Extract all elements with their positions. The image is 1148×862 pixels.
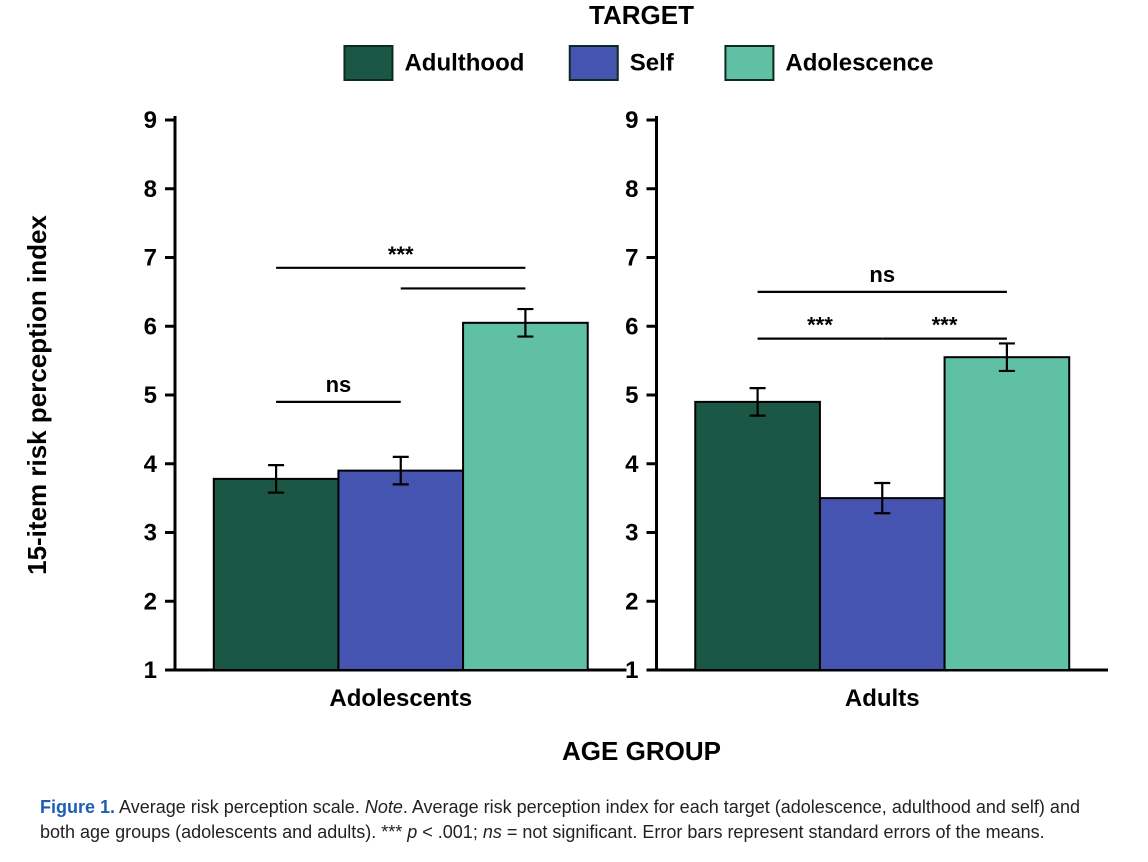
significance-label: *** xyxy=(932,313,958,338)
y-tick-label: 8 xyxy=(144,176,157,203)
panel-label: Adults xyxy=(845,685,920,712)
caption-p-rest: < .001; xyxy=(417,822,483,842)
caption-ns-rest: = not significant. Error bars represent … xyxy=(502,822,1045,842)
figure-caption: Figure 1. Average risk perception scale.… xyxy=(40,795,1108,844)
legend-label: Self xyxy=(630,49,675,76)
bar xyxy=(695,402,820,670)
bar xyxy=(820,498,945,670)
legend-swatch xyxy=(344,46,392,80)
chart-svg: TARGET Adulthood Self Adolescence 15-item ri… xyxy=(0,0,1148,780)
caption-body-1: Average risk perception scale. xyxy=(115,797,365,817)
y-tick-label: 9 xyxy=(625,107,638,134)
y-tick-label: 1 xyxy=(144,657,157,684)
y-tick-label: 6 xyxy=(144,313,157,340)
y-tick-label: 9 xyxy=(144,107,157,134)
y-axis-label: 15-item risk perception index xyxy=(22,215,52,575)
caption-note-word: Note xyxy=(365,797,403,817)
bar xyxy=(463,323,588,670)
y-tick-label: 6 xyxy=(625,313,638,340)
legend-swatch xyxy=(725,46,773,80)
y-tick-label: 1 xyxy=(625,657,638,684)
figure-container: TARGET Adulthood Self Adolescence 15-item ri… xyxy=(0,0,1148,862)
bar xyxy=(214,479,339,670)
y-tick-label: 7 xyxy=(625,245,638,272)
significance-label: ns xyxy=(869,262,895,287)
significance-label: *** xyxy=(807,313,833,338)
y-tick-label: 4 xyxy=(625,451,639,478)
bar xyxy=(945,357,1070,670)
y-tick-label: 8 xyxy=(625,176,638,203)
legend-label: Adolescence xyxy=(785,49,933,76)
y-tick-label: 2 xyxy=(144,588,157,615)
y-tick-label: 5 xyxy=(144,382,157,409)
caption-p-italic: p xyxy=(407,822,417,842)
legend-swatch xyxy=(570,46,618,80)
y-tick-label: 5 xyxy=(625,382,638,409)
legend-label: Adulthood xyxy=(404,49,524,76)
y-tick-label: 4 xyxy=(144,451,158,478)
y-tick-label: 3 xyxy=(144,520,157,547)
chart-top-label: TARGET xyxy=(589,0,694,30)
y-tick-label: 7 xyxy=(144,245,157,272)
y-tick-label: 2 xyxy=(625,588,638,615)
bar xyxy=(338,471,463,670)
chart-area: TARGET Adulthood Self Adolescence 15-item ri… xyxy=(0,0,1148,780)
significance-label: *** xyxy=(388,242,414,267)
x-axis-label: AGE GROUP xyxy=(562,736,721,766)
y-tick-label: 3 xyxy=(625,520,638,547)
figure-label: Figure 1. xyxy=(40,797,115,817)
significance-label: ns xyxy=(326,372,352,397)
caption-ns-italic: ns xyxy=(483,822,502,842)
panel-label: Adolescents xyxy=(329,685,472,712)
